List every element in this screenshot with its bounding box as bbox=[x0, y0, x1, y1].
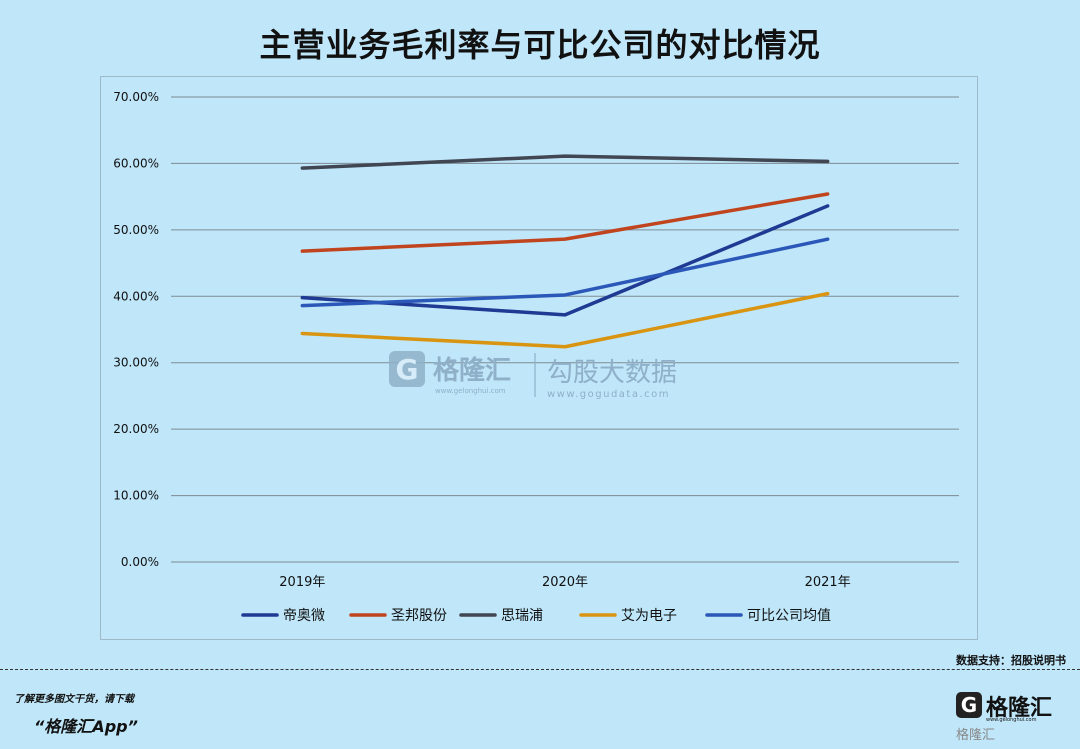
watermark-brand-url: www.gelonghui.com bbox=[435, 387, 506, 395]
legend-label: 艾为电子 bbox=[621, 608, 677, 624]
line-chart: G 格隆汇 www.gelonghui.com 勾股大数据 www.goguda… bbox=[113, 90, 959, 624]
chart-frame: G 格隆汇 www.gelonghui.com 勾股大数据 www.goguda… bbox=[100, 76, 978, 640]
y-tick-label: 10.00% bbox=[113, 489, 159, 503]
footer-divider bbox=[0, 669, 1080, 670]
legend-label: 思瑞浦 bbox=[501, 608, 543, 624]
gridlines bbox=[171, 96, 959, 563]
x-axis-ticks: 2019年 2020年 2021年 bbox=[279, 575, 850, 590]
app-name: “格隆汇App” bbox=[34, 717, 138, 736]
y-axis-ticks: 0.00% 10.00% 20.00% 30.00% 40.00% 50.00% 60.00… bbox=[113, 90, 159, 569]
source-note: 数据支持：招股说明书 bbox=[956, 654, 1066, 667]
x-tick-label: 2021年 bbox=[805, 575, 851, 590]
y-tick-label: 0.00% bbox=[121, 555, 159, 569]
legend-label: 圣邦股份 bbox=[391, 608, 447, 624]
series-line bbox=[300, 237, 830, 308]
watermark-brand: 格隆汇 bbox=[433, 355, 511, 386]
legend-label: 可比公司均值 bbox=[747, 608, 831, 624]
gelonghui-logo: G 格隆汇 www.gelonghui.com 格隆汇 bbox=[956, 690, 1068, 743]
series-lines bbox=[300, 154, 830, 349]
series-line bbox=[300, 154, 830, 170]
chart-title: 主营业务毛利率与可比公司的对比情况 bbox=[259, 26, 821, 64]
series-line bbox=[300, 204, 830, 317]
g-logo-icon: G bbox=[956, 692, 982, 718]
y-tick-label: 50.00% bbox=[113, 223, 159, 237]
y-tick-label: 60.00% bbox=[113, 156, 159, 170]
logo-subtitle: 格隆汇 bbox=[956, 728, 996, 743]
y-tick-label: 40.00% bbox=[113, 289, 159, 303]
y-tick-label: 70.00% bbox=[113, 90, 159, 104]
watermark-data-brand: 勾股大数据 bbox=[547, 358, 677, 388]
logo-name: 格隆汇 bbox=[986, 696, 1053, 721]
series-line bbox=[300, 291, 830, 349]
y-tick-label: 20.00% bbox=[113, 422, 159, 436]
gelonghui-watermark-logo: G 格隆汇 www.gelonghui.com 勾股大数据 www.goguda… bbox=[389, 351, 677, 400]
g-logo-icon bbox=[389, 351, 425, 387]
legend-label: 帝奥微 bbox=[283, 607, 325, 624]
legend: 帝奥微 圣邦股份 思瑞浦 艾为电子 可比公司均值 bbox=[241, 607, 831, 624]
watermark-data-url: www.gogudata.com bbox=[547, 389, 670, 400]
x-tick-label: 2019年 bbox=[279, 575, 325, 590]
watermark: G 格隆汇 www.gelonghui.com 勾股大数据 www.goguda… bbox=[389, 351, 677, 400]
g-logo-letter: G bbox=[396, 353, 419, 386]
y-tick-label: 30.00% bbox=[113, 356, 159, 370]
download-note: 了解更多图文干货，请下载 bbox=[14, 694, 134, 705]
x-tick-label: 2020年 bbox=[542, 575, 588, 590]
series-line bbox=[300, 192, 830, 253]
logo-url: www.gelonghui.com bbox=[986, 717, 1037, 723]
